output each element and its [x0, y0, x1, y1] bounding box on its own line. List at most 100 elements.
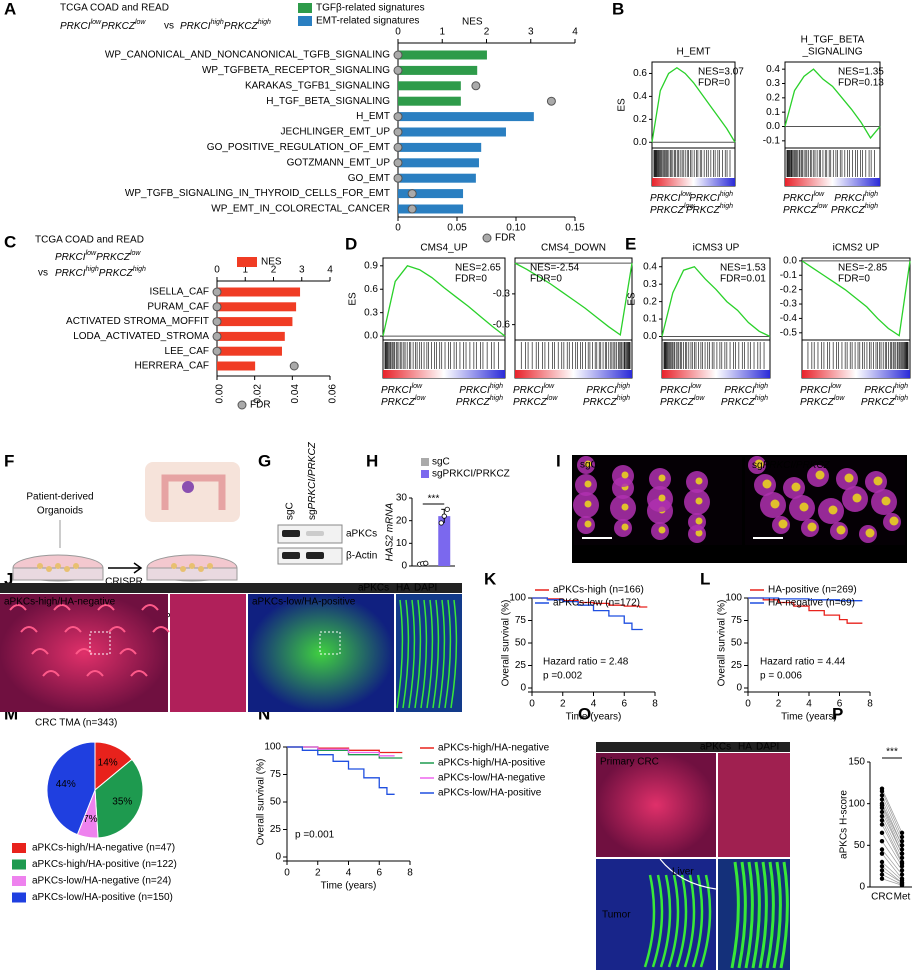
gene-level: high	[86, 266, 99, 273]
y-tick-label: -0.4	[780, 313, 798, 324]
micrograph	[596, 753, 716, 857]
x-tick-label: 0	[529, 699, 535, 710]
legend-label: sgC	[432, 457, 450, 468]
gene-level: high	[865, 203, 878, 210]
x-tick-label: 1	[439, 27, 445, 38]
phenotype-label: PRKCZhigh	[456, 395, 503, 407]
ha-signal	[852, 493, 862, 503]
y-tick-label: 25	[731, 660, 743, 671]
band	[306, 552, 324, 559]
bar	[398, 81, 461, 91]
ha-fiber	[691, 874, 704, 968]
legend-label: aPKCs-high/HA-negative	[438, 743, 550, 754]
data-point	[879, 859, 885, 865]
gene-level: low	[684, 203, 695, 210]
y-tick-label: 0.3	[766, 78, 780, 89]
organoid	[55, 563, 61, 569]
es-curve	[661, 265, 771, 338]
data-point	[879, 822, 885, 827]
pair-line	[881, 861, 903, 881]
data-point	[879, 851, 885, 856]
data-point	[879, 813, 885, 819]
bar	[217, 346, 282, 356]
pie-slice	[46, 741, 96, 836]
bar	[398, 173, 476, 183]
rank-colorbar	[662, 370, 770, 378]
ha-fiber	[659, 874, 672, 968]
pair-line	[881, 870, 903, 884]
ha-signal	[584, 480, 592, 488]
gland-structure	[86, 670, 104, 677]
gland-structure	[9, 604, 27, 611]
x2-tick-label: 0	[395, 223, 401, 234]
y-tick-label: 0.6	[633, 68, 647, 79]
gene-name: PRKCI/PRKCZ	[763, 460, 831, 471]
survival-curve	[287, 746, 395, 757]
x-tick-label: 8	[867, 699, 873, 710]
phenotype-label: PRKCZlow	[381, 395, 426, 407]
pair-line	[881, 816, 903, 858]
gland-structure	[141, 604, 159, 611]
panel-letter: G	[258, 451, 271, 470]
gene-name: PRKCZ	[96, 252, 131, 263]
es-curve	[382, 265, 506, 337]
gene-level: low	[412, 383, 423, 390]
category-label: HERRERA_CAF	[135, 361, 209, 372]
gene-name: PRKCZ	[650, 205, 685, 216]
gene-name: PRKCI	[55, 268, 86, 279]
bar	[398, 142, 482, 152]
x-tick-label: 0	[284, 868, 290, 879]
chart-title: TCGA COAD and READ	[60, 3, 169, 14]
x-axis-title: Time (years)	[566, 712, 622, 723]
data-point	[444, 506, 450, 512]
ha-fiber	[765, 861, 775, 969]
ha-signal	[836, 525, 846, 535]
gland-structure	[64, 626, 82, 633]
data-point	[899, 851, 905, 856]
panel-letter: D	[345, 234, 357, 253]
panel-letter: C	[4, 232, 16, 251]
data-point	[899, 838, 905, 844]
y-axis-title: Overall survival (%)	[501, 600, 512, 687]
annotation: FDR=0.01	[720, 274, 766, 285]
data-point	[879, 809, 885, 815]
phenotype-label: PRKCZhigh	[583, 395, 630, 407]
fdr-dot	[393, 50, 403, 60]
gene-level: high	[895, 383, 908, 390]
diagram-label: Patient-derived	[26, 492, 93, 503]
ha-fiber	[402, 599, 410, 709]
stain-label: aPKCs	[700, 742, 731, 753]
panel-letter: O	[578, 704, 591, 723]
x-tick-label: 6	[376, 868, 382, 879]
prefix: sg	[307, 509, 318, 520]
fdr-dot	[393, 65, 403, 75]
ha-fiber	[758, 861, 768, 969]
data-point	[879, 830, 885, 836]
y-tick-label: 100	[264, 742, 281, 753]
data-point	[879, 847, 885, 852]
gene-level: high	[720, 191, 733, 198]
gene-name: PRKCI	[55, 252, 86, 263]
fdr-dot	[393, 127, 403, 137]
ha-signal	[815, 470, 825, 480]
comparison-vs: vs	[38, 268, 48, 279]
y-tick-label: 0.4	[766, 64, 780, 75]
ha-fiber	[444, 599, 452, 709]
annotation: Hazard ratio = 2.48	[543, 657, 629, 668]
ha-signal	[865, 528, 875, 538]
data-point	[899, 868, 905, 873]
legend-label: TGFβ-related signatures	[316, 3, 425, 14]
ha-signal	[658, 526, 666, 534]
annotation: p =0.002	[543, 671, 583, 682]
fdr-dot	[393, 142, 403, 152]
ha-fiber	[396, 599, 404, 709]
x2-tick-label: 0.00	[215, 384, 226, 404]
phenotype-label: PRKCZlow	[800, 395, 845, 407]
gene-name: PRKCZ	[224, 21, 259, 32]
ha-signal	[844, 473, 854, 483]
bar	[398, 189, 464, 199]
x2-tick-label: 0.06	[328, 384, 339, 404]
gene-level: high	[258, 19, 271, 26]
gene-level: high	[490, 383, 503, 390]
